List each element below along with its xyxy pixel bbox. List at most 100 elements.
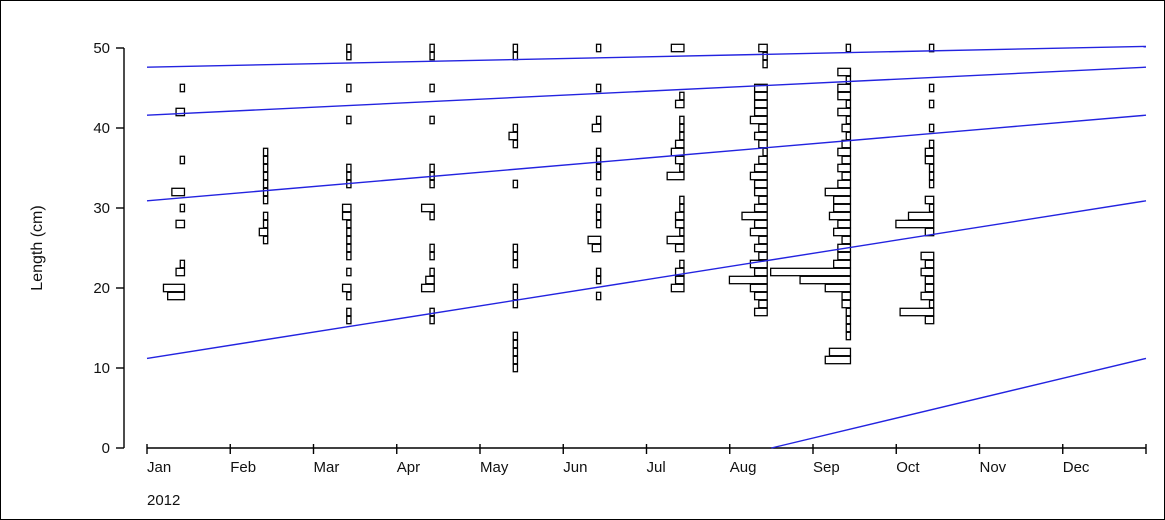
histogram-bar bbox=[924, 283, 935, 293]
year-label: 2012 bbox=[147, 492, 180, 509]
histogram-bar bbox=[833, 195, 852, 205]
histogram-bar bbox=[833, 259, 852, 269]
histogram-bar bbox=[595, 171, 602, 181]
histogram-bar bbox=[837, 219, 852, 229]
histogram-bar bbox=[595, 275, 602, 285]
histogram-bar bbox=[758, 43, 768, 53]
histogram-bar bbox=[341, 203, 352, 213]
histogram-bar bbox=[346, 115, 352, 125]
axes bbox=[123, 48, 1146, 449]
histogram-bar bbox=[679, 259, 685, 269]
histogram-bar bbox=[512, 123, 519, 133]
histogram-bar bbox=[666, 171, 685, 181]
histogram-bar bbox=[758, 235, 768, 245]
histogram-bar bbox=[753, 131, 768, 141]
histogram-bar bbox=[837, 83, 852, 93]
histogram-bar bbox=[429, 211, 435, 221]
histogram-bar bbox=[924, 227, 935, 237]
histogram-bar bbox=[845, 131, 852, 141]
histogram-bar bbox=[595, 291, 602, 301]
histogram-bar bbox=[928, 203, 935, 213]
histogram-bar bbox=[346, 315, 352, 325]
histogram-bar bbox=[346, 243, 352, 253]
histogram-bar bbox=[762, 59, 768, 69]
histogram-bar bbox=[346, 291, 352, 301]
histogram-bar bbox=[674, 219, 685, 229]
histogram-bar bbox=[753, 291, 768, 301]
histogram-bar bbox=[841, 299, 852, 309]
histogram-bar bbox=[262, 187, 269, 197]
histogram-bar bbox=[171, 187, 186, 197]
histogram-bar bbox=[924, 195, 935, 205]
histogram-bar bbox=[679, 195, 685, 205]
histogram-bar bbox=[346, 219, 352, 229]
histogram-bar bbox=[262, 171, 269, 181]
y-tick-label: 50 bbox=[93, 40, 110, 57]
histogram-bar bbox=[346, 235, 352, 245]
histogram-bar bbox=[758, 299, 768, 309]
histogram-bar bbox=[753, 267, 768, 277]
histogram-bar bbox=[512, 291, 519, 301]
histogram-bar bbox=[749, 283, 768, 293]
histogram-bar bbox=[924, 259, 935, 269]
histogram-bar bbox=[920, 251, 935, 261]
histogram-bar bbox=[824, 187, 852, 197]
histogram-bar bbox=[841, 155, 852, 165]
histogram-bar bbox=[595, 83, 602, 93]
histogram-bar bbox=[167, 291, 186, 301]
histogram-bar bbox=[674, 275, 685, 285]
histogram-bar bbox=[845, 315, 852, 325]
histogram-bar bbox=[924, 155, 935, 165]
y-tick-label: 0 bbox=[102, 440, 110, 457]
histogram-bar bbox=[508, 131, 519, 141]
histogram-bar bbox=[666, 235, 685, 245]
histogram-bar bbox=[179, 259, 186, 269]
histogram-bar bbox=[679, 203, 685, 213]
histogram-bar bbox=[429, 115, 435, 125]
histogram-bar bbox=[262, 211, 269, 221]
histogram-bar bbox=[346, 43, 352, 53]
histogram-bar bbox=[595, 267, 602, 277]
histogram-bar bbox=[670, 43, 685, 53]
histogram-bar bbox=[175, 267, 186, 277]
histogram-bar bbox=[346, 307, 352, 317]
histogram-bar bbox=[828, 211, 852, 221]
histogram-bar bbox=[928, 171, 935, 181]
histogram-bar bbox=[179, 83, 186, 93]
histogram-bar bbox=[758, 195, 768, 205]
histogram-bar bbox=[749, 171, 768, 181]
histogram-bar bbox=[595, 43, 602, 53]
histogram-bar bbox=[753, 307, 768, 317]
histogram-bar bbox=[512, 331, 519, 341]
histogram-bar bbox=[741, 211, 768, 221]
histogram-bar bbox=[845, 99, 852, 109]
histogram-bar bbox=[837, 179, 852, 189]
histogram-bar bbox=[674, 99, 685, 109]
histogram-bar bbox=[753, 219, 768, 229]
histogram-bar bbox=[924, 147, 935, 157]
histogram-bar bbox=[824, 355, 852, 365]
histogram-bar bbox=[262, 155, 269, 165]
y-tick-label: 20 bbox=[93, 280, 110, 297]
histogram-bar bbox=[429, 315, 435, 325]
histogram-bar bbox=[845, 75, 852, 85]
histogram-bar bbox=[924, 315, 935, 325]
histogram-bar bbox=[928, 299, 935, 309]
histogram-bar bbox=[512, 339, 519, 349]
histogram-bar bbox=[341, 283, 352, 293]
histogram-bar bbox=[679, 115, 685, 125]
histogram-bar bbox=[595, 115, 602, 125]
x-tick-label: Oct bbox=[896, 459, 920, 476]
histogram-bar bbox=[429, 43, 435, 53]
histogram-bar bbox=[674, 243, 685, 253]
histogram-bar bbox=[928, 139, 935, 149]
histogram-bar bbox=[828, 347, 852, 357]
histogram-bar bbox=[758, 123, 768, 133]
histogram-bar bbox=[512, 283, 519, 293]
histogram-bar bbox=[162, 283, 186, 293]
histogram-bar bbox=[587, 235, 602, 245]
histogram-bar bbox=[845, 115, 852, 125]
histogram-bar bbox=[346, 227, 352, 237]
histogram-bar bbox=[595, 187, 602, 197]
